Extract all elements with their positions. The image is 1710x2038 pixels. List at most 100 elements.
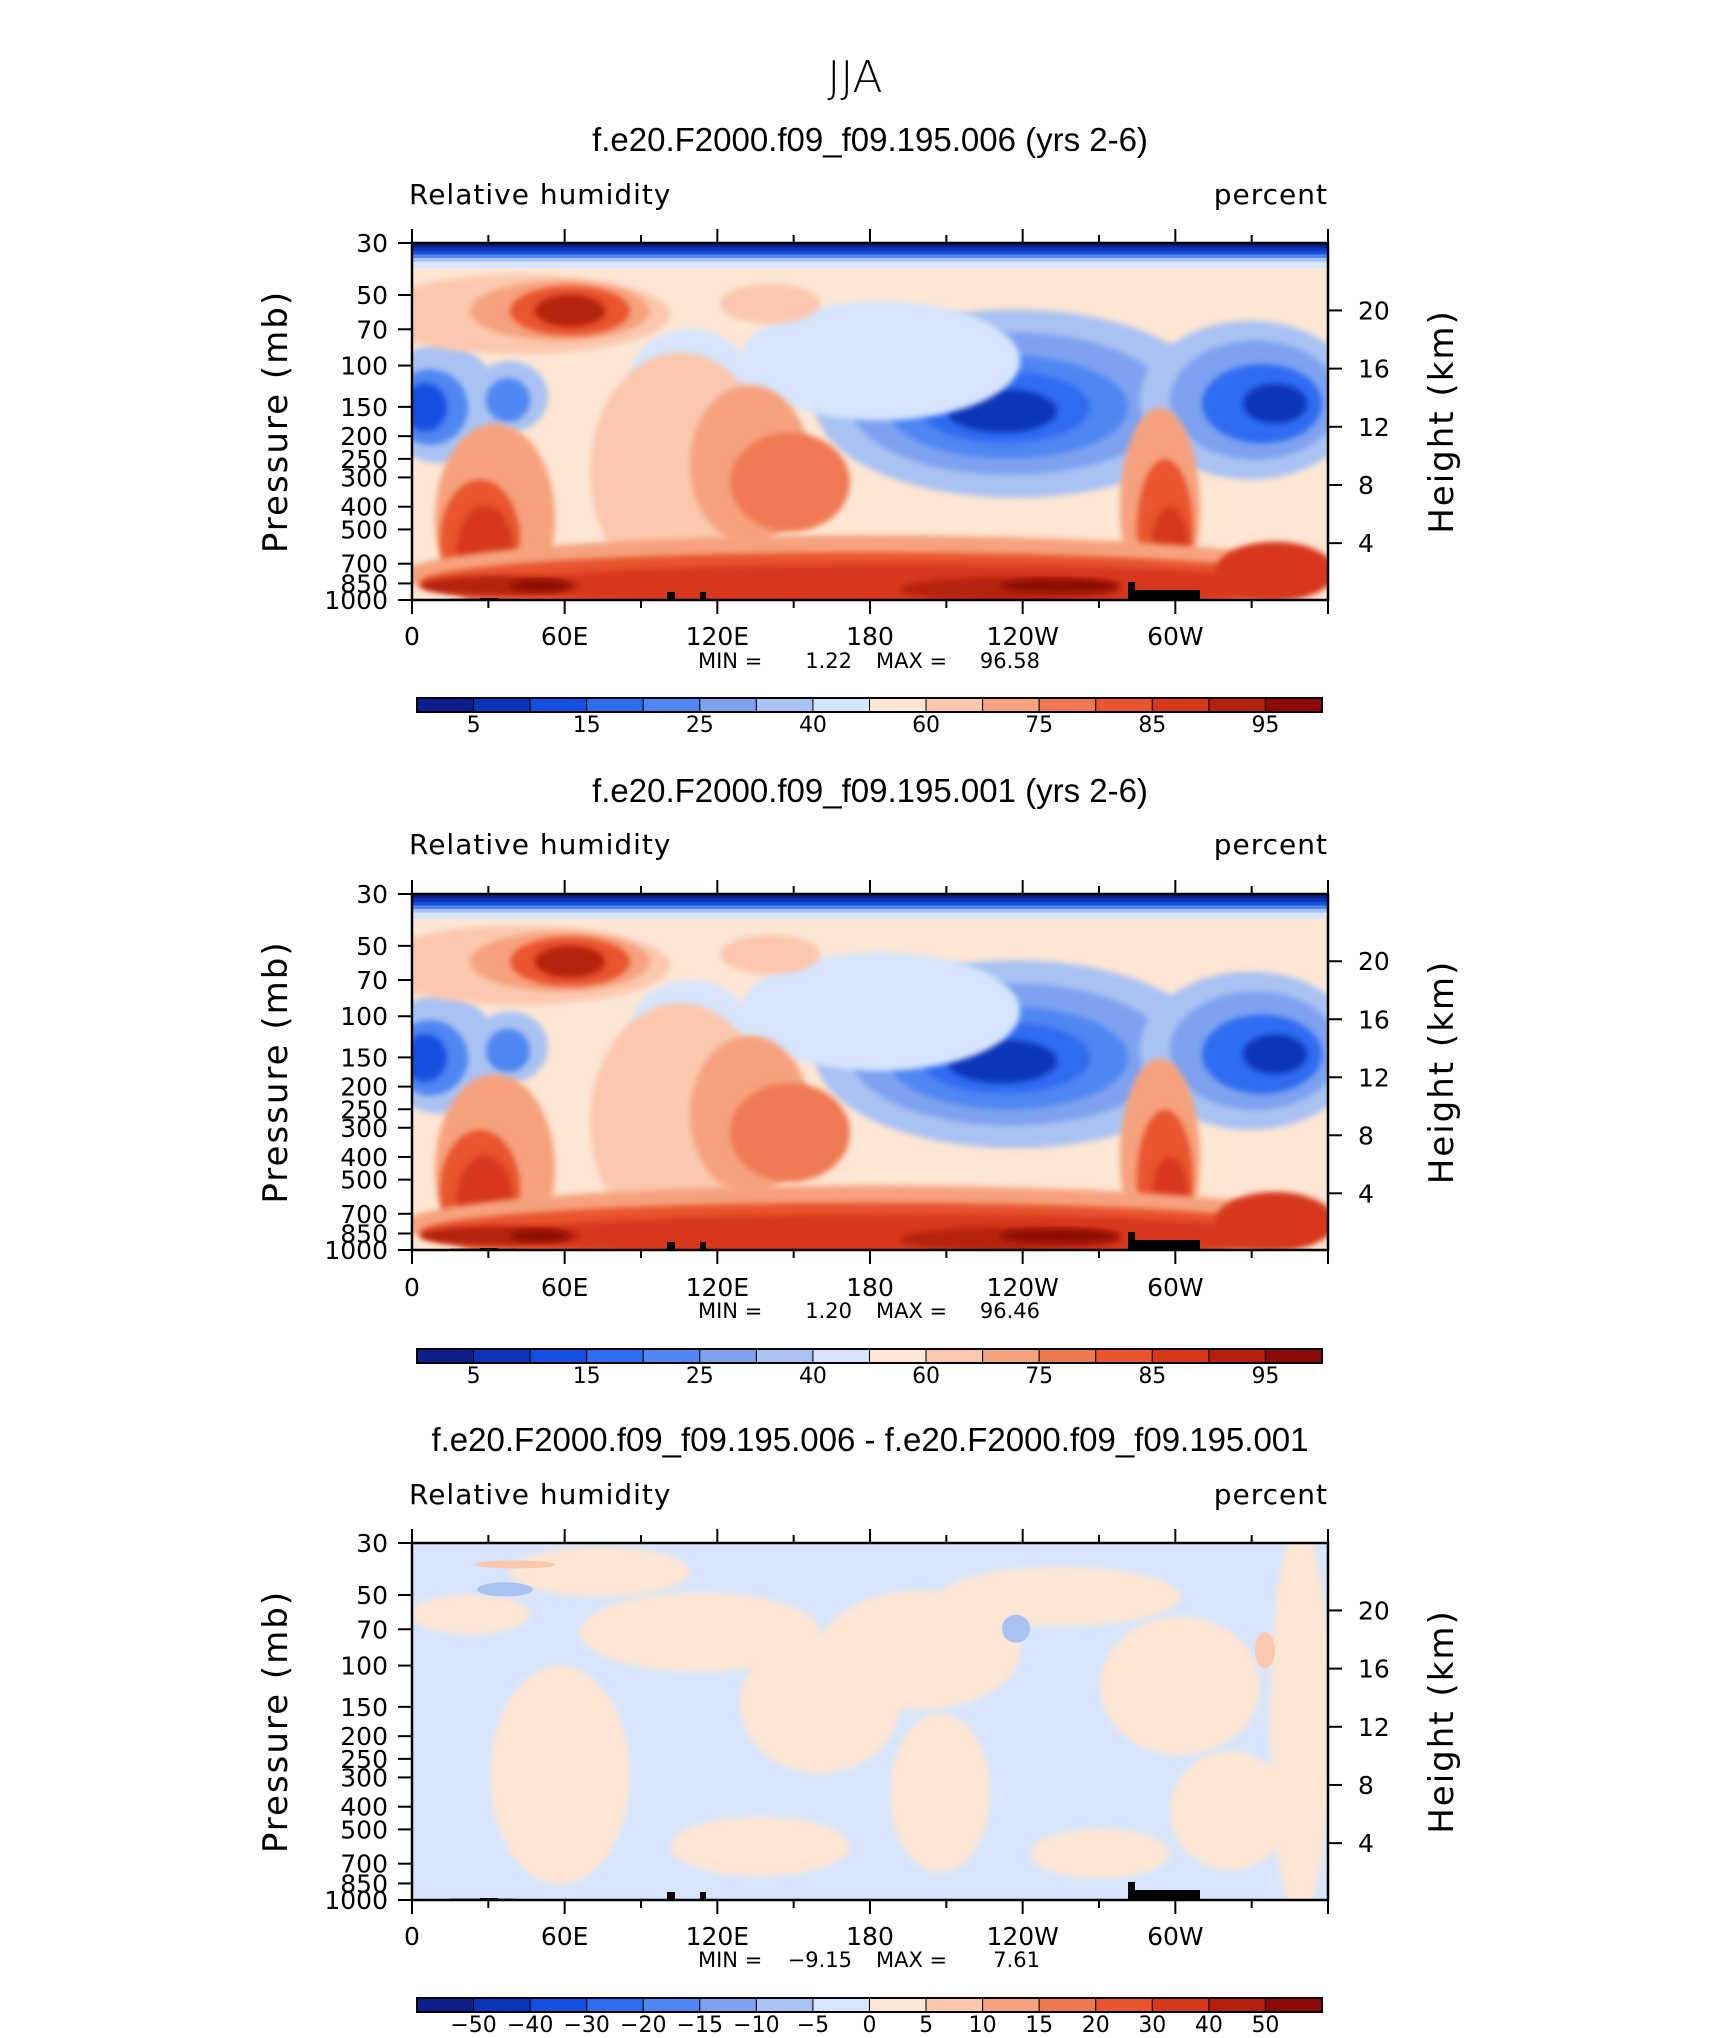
y-right-tick-label: 12 [1358, 1713, 1390, 1742]
field-contour-region [1270, 1543, 1328, 1900]
colorbar-label: 30 [1138, 2013, 1166, 2038]
x-tick-label: 180 [846, 622, 894, 651]
colorbar-segment [473, 1997, 531, 2013]
stratosphere-band [412, 905, 1328, 912]
stratosphere-band [412, 257, 1328, 265]
topography-block [700, 1242, 706, 1250]
topography-block [667, 1892, 675, 1900]
y-tick-label: 150 [340, 393, 388, 422]
colorbar-segment [755, 1348, 814, 1364]
colorbar-label: 50 [1251, 2013, 1279, 2038]
y-tick-label: 250 [340, 445, 388, 474]
y-tick-label: 250 [340, 1745, 388, 1774]
field-contour-region [1170, 1751, 1290, 1871]
colorbar-segment [699, 697, 757, 713]
field-contour-region [486, 1028, 530, 1073]
y-tick-label: 300 [340, 1114, 388, 1143]
colorbar-segment [416, 1348, 475, 1364]
colorbar-segment [529, 697, 588, 713]
colorbar-segment [925, 697, 984, 713]
max-value: 7.61 [993, 1948, 1040, 1972]
colorbar-label: 95 [1251, 713, 1279, 738]
field-contour-region [535, 945, 605, 978]
field-layer [412, 243, 1328, 600]
field-contour-region [1030, 1828, 1170, 1879]
y-tick-label: 400 [340, 1143, 388, 1172]
y-tick-label: 50 [356, 932, 388, 961]
topography-block [1128, 1890, 1200, 1900]
y-tick-label: 150 [340, 1043, 388, 1072]
field-contour-region [412, 1034, 447, 1082]
y-right-tick-label: 16 [1358, 1005, 1390, 1034]
colorbar-segment [869, 1997, 927, 2013]
stratosphere-band [412, 912, 1328, 919]
colorbar-label: −40 [507, 2013, 553, 2038]
colorbar-segment [1208, 697, 1266, 713]
topography-block [700, 592, 706, 600]
colorbar-frame [416, 1348, 1323, 1364]
y-right-tick-label: 16 [1358, 355, 1390, 384]
min-label: MIN = [698, 1948, 762, 1972]
y-tick-label: 850 [340, 1869, 388, 1898]
field-contour-region [1243, 1034, 1307, 1074]
colorbar-segment [529, 1997, 588, 2013]
y-tick-label: 400 [340, 493, 388, 522]
colorbar-label: 25 [686, 713, 714, 738]
min-value: −9.15 [788, 1948, 852, 1972]
y-tick-label: 850 [340, 1220, 388, 1249]
field-contour-region [477, 1582, 533, 1597]
colorbar-segment [1095, 697, 1153, 713]
y-right-tick-label: 20 [1358, 1596, 1390, 1625]
x-tick-label: 60W [1147, 622, 1204, 651]
y-tick-label: 850 [340, 569, 388, 598]
y-right-tick-label: 12 [1358, 1063, 1390, 1092]
colorbar-segment [869, 697, 927, 713]
colorbar-label: 60 [912, 1364, 940, 1389]
stratosphere-band [412, 898, 1328, 905]
y-tick-label: 70 [356, 1615, 388, 1644]
field-contour-region [740, 301, 1020, 421]
colorbar-label: 0 [863, 2013, 877, 2038]
x-tick-label: 120E [686, 622, 750, 651]
subtitle-left: Relative humidity [409, 828, 671, 861]
y-right-tick-label: 8 [1358, 1121, 1374, 1150]
x-tick-label: 60W [1147, 1273, 1204, 1302]
panel-title: f.e20.F2000.f09_f09.195.006 (yrs 2-6) [592, 121, 1148, 158]
min-label: MIN = [698, 649, 762, 673]
y-tick-label: 100 [340, 352, 388, 381]
colorbar-segment [586, 697, 644, 713]
x-tick-label: 0 [404, 622, 420, 651]
y-tick-label: 50 [356, 1581, 388, 1610]
colorbar-segment [586, 1348, 644, 1364]
panel-1: f.e20.F2000.f09_f09.195.006 (yrs 2-6) Rel… [256, 121, 1462, 738]
colorbar-segment [982, 1997, 1040, 2013]
y-tick-label: 300 [340, 463, 388, 492]
stratosphere-band [412, 243, 1328, 250]
field-contour-region [730, 1083, 850, 1182]
y-tick-label: 500 [340, 515, 388, 544]
colorbar-label: 40 [799, 1364, 827, 1389]
y-tick-label: 100 [340, 1652, 388, 1681]
colorbar-label: 20 [1082, 2013, 1110, 2038]
x-tick-label: 120E [686, 1922, 750, 1951]
stratosphere-band [412, 247, 1328, 254]
colorbar-segment [869, 1348, 927, 1364]
colorbar-segment [416, 697, 475, 713]
y-tick-label: 50 [356, 281, 388, 310]
field-contour-region [820, 1590, 1020, 1710]
field-contour-region [510, 1229, 570, 1242]
x-tick-label: 180 [846, 1922, 894, 1951]
field-contour-region [1255, 1632, 1275, 1669]
y-tick-label: 30 [356, 1529, 388, 1558]
y-tick-label: 150 [340, 1693, 388, 1722]
stratosphere-band [412, 901, 1328, 909]
colorbar-segment [982, 1348, 1040, 1364]
y-right-tick-label: 4 [1358, 529, 1374, 558]
field-contour-region [1215, 541, 1328, 600]
y-right-tick-label: 8 [1358, 471, 1374, 500]
min-label: MIN = [698, 1299, 762, 1323]
min-value: 1.20 [805, 1299, 852, 1323]
colorbar-label: 75 [1025, 1364, 1053, 1389]
field-contour-region [730, 432, 850, 532]
